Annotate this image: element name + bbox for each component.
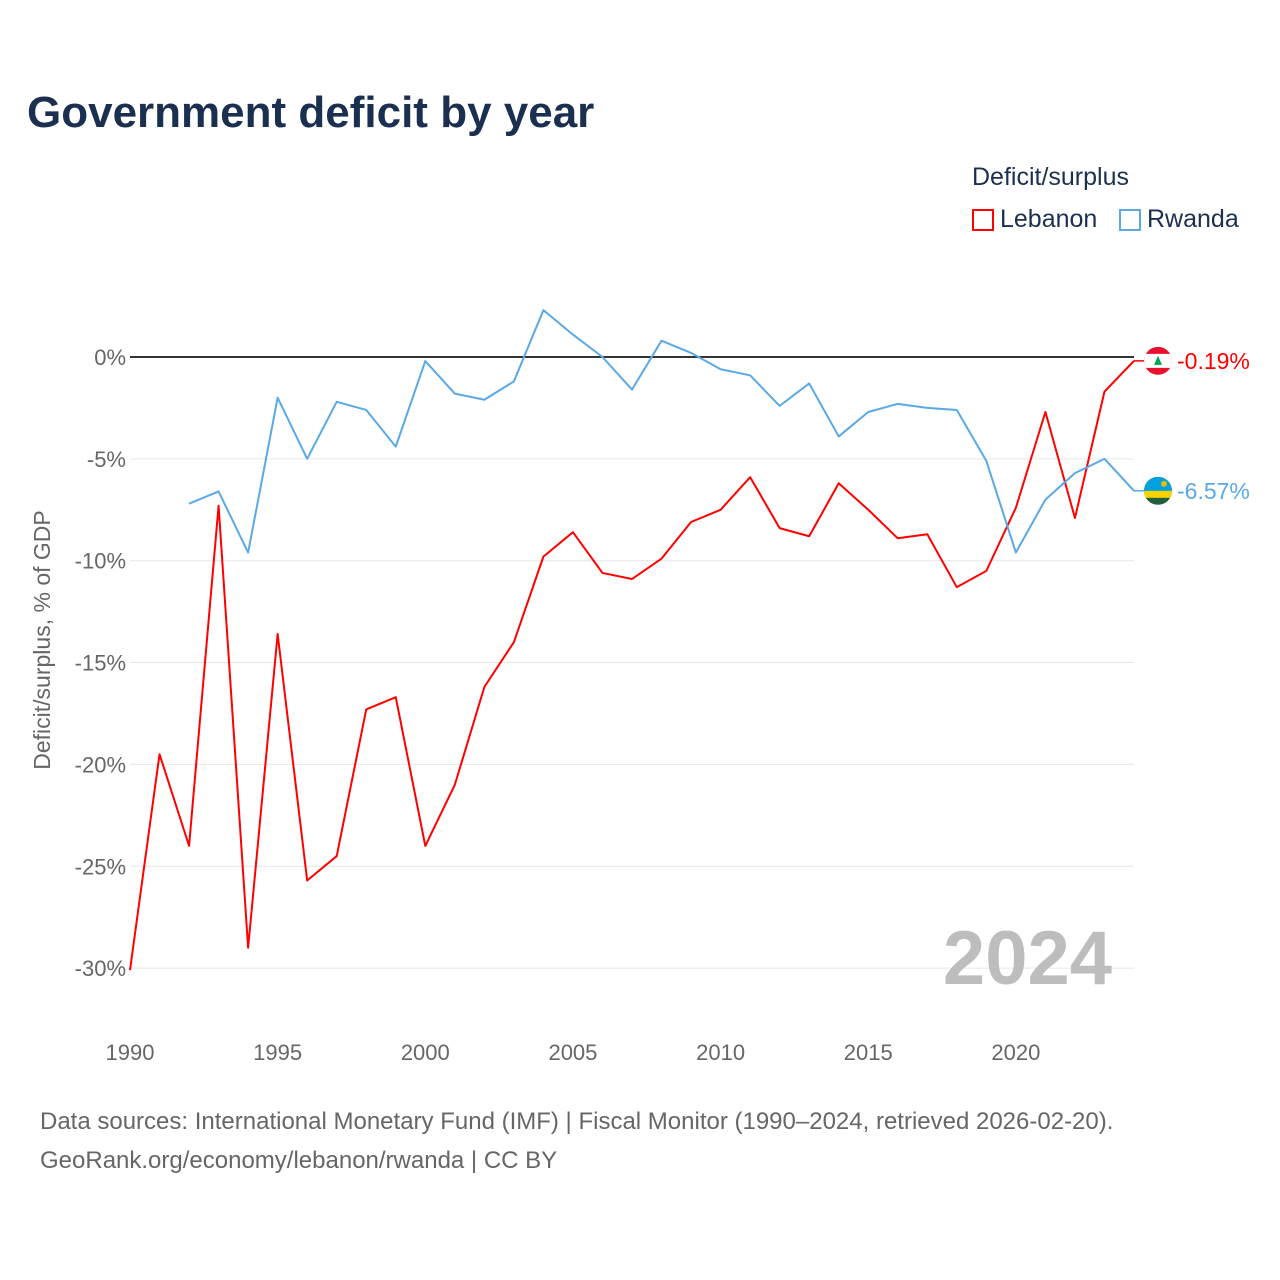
data-point — [1072, 470, 1078, 476]
data-point — [659, 338, 665, 344]
x-tick-label: 2015 — [844, 1040, 893, 1065]
series-line-rwanda — [188, 309, 1135, 554]
data-point — [718, 366, 724, 372]
data-point — [186, 501, 192, 507]
y-tick-label: -15% — [75, 651, 126, 676]
data-point — [422, 843, 428, 849]
data-point — [777, 525, 783, 531]
data-point — [924, 405, 930, 411]
data-point — [393, 444, 399, 450]
data-point — [983, 458, 989, 464]
y-tick-label: -25% — [75, 854, 126, 879]
data-point — [452, 391, 458, 397]
x-tick-label: 1995 — [253, 1040, 302, 1065]
legend-label: Rwanda — [1147, 205, 1239, 233]
end-value-label-rwanda: -6.57% — [1177, 478, 1250, 504]
data-point — [363, 706, 369, 712]
data-point — [659, 556, 665, 562]
data-point — [688, 350, 694, 356]
y-tick-label: -5% — [87, 447, 126, 472]
x-tick-label: 1990 — [106, 1040, 155, 1065]
data-sources: Data sources: International Monetary Fun… — [40, 1108, 1114, 1135]
data-point — [511, 639, 517, 645]
data-point — [334, 853, 340, 859]
data-point — [983, 568, 989, 574]
data-point — [806, 533, 812, 539]
data-point — [954, 407, 960, 413]
data-point — [1042, 497, 1048, 503]
y-tick-label: 0% — [94, 345, 126, 370]
watermark-year: 2024 — [943, 916, 1112, 1001]
data-point — [1072, 515, 1078, 521]
data-point — [865, 507, 871, 513]
legend-swatch-rwanda — [1119, 208, 1141, 231]
data-point — [1013, 505, 1019, 511]
data-point — [1101, 389, 1107, 395]
series-line-lebanon — [129, 360, 1135, 971]
legend-title: Deficit/surplus — [972, 163, 1129, 191]
data-point — [747, 474, 753, 480]
data-point — [570, 529, 576, 535]
data-point — [688, 519, 694, 525]
y-tick-label: -20% — [75, 752, 126, 777]
data-point — [245, 945, 251, 951]
data-point — [777, 403, 783, 409]
data-point — [806, 380, 812, 386]
legend-item-lebanon[interactable]: Lebanon — [972, 205, 1097, 234]
data-point — [836, 480, 842, 486]
legend-swatch-lebanon — [972, 208, 994, 231]
data-point — [954, 584, 960, 590]
data-point — [747, 372, 753, 378]
x-tick-label: 2010 — [696, 1040, 745, 1065]
data-point — [304, 456, 310, 462]
data-point — [334, 399, 340, 405]
data-point — [836, 433, 842, 439]
data-point — [1042, 409, 1048, 415]
data-point — [599, 570, 605, 576]
data-point — [1101, 456, 1107, 462]
data-point — [718, 507, 724, 513]
y-axis-label: Deficit/surplus, % of GDP — [29, 510, 55, 769]
y-tick-label: -10% — [75, 549, 126, 574]
data-point — [363, 407, 369, 413]
credit-link[interactable]: GeoRank.org/economy/lebanon/rwanda | CC … — [40, 1147, 558, 1174]
data-point — [481, 397, 487, 403]
data-point — [924, 531, 930, 537]
data-point — [629, 387, 635, 393]
data-point — [540, 554, 546, 560]
x-tick-label: 2000 — [401, 1040, 450, 1065]
data-point — [245, 550, 251, 556]
data-point — [304, 878, 310, 884]
data-point — [895, 535, 901, 541]
data-point — [422, 358, 428, 364]
data-point — [275, 395, 281, 401]
data-point — [216, 488, 222, 494]
data-point — [540, 307, 546, 313]
data-point — [599, 354, 605, 360]
data-point — [865, 409, 871, 415]
data-point — [629, 576, 635, 582]
legend-label: Lebanon — [1000, 205, 1098, 233]
data-point — [570, 332, 576, 338]
data-point — [452, 782, 458, 788]
data-point — [511, 378, 517, 384]
data-point — [393, 694, 399, 700]
y-tick-label: -30% — [75, 956, 126, 981]
data-point — [127, 967, 133, 973]
data-point — [157, 751, 163, 757]
rwanda-flag-icon — [1144, 476, 1172, 505]
chart-title: Government deficit by year — [27, 88, 595, 137]
data-point — [895, 401, 901, 407]
lebanon-flag-icon — [1144, 346, 1172, 375]
data-point — [186, 843, 192, 849]
x-tick-label: 2005 — [548, 1040, 597, 1065]
legend-item-rwanda[interactable]: Rwanda — [1119, 205, 1239, 234]
data-point — [216, 503, 222, 509]
end-value-label-lebanon: -0.19% — [1177, 348, 1250, 374]
data-point — [1013, 550, 1019, 556]
data-point — [481, 684, 487, 690]
x-tick-label: 2020 — [991, 1040, 1040, 1065]
data-point — [275, 631, 281, 637]
